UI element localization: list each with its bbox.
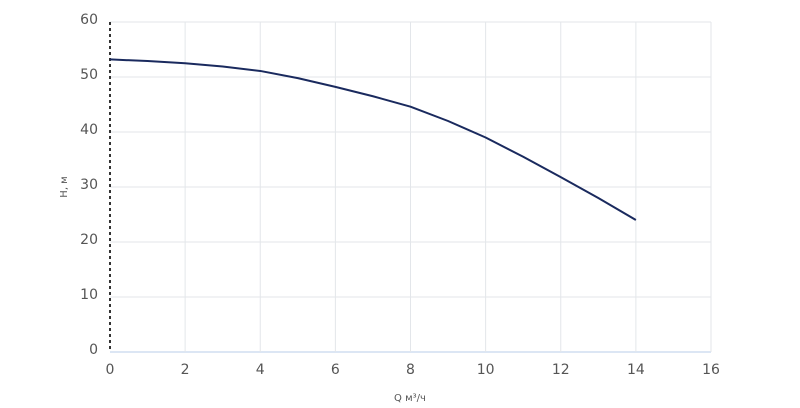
x-tick-label: 12 — [552, 362, 570, 378]
x-tick-label: 10 — [477, 362, 495, 378]
x-tick-label: 2 — [181, 362, 190, 378]
x-tick-label: 6 — [331, 362, 340, 378]
y-tick-label: 0 — [89, 342, 98, 358]
y-tick-label: 40 — [80, 122, 98, 138]
x-tick-label: 0 — [106, 362, 115, 378]
x-axis-label: Q м³/ч — [394, 393, 426, 404]
x-tick-label: 14 — [627, 362, 645, 378]
x-tick-label: 16 — [702, 362, 720, 378]
y-tick-label: 20 — [80, 232, 98, 248]
x-tick-label: 8 — [406, 362, 415, 378]
y-tick-label: 60 — [80, 12, 98, 28]
y-tick-label: 30 — [80, 177, 98, 193]
x-tick-label: 4 — [256, 362, 265, 378]
y-tick-label: 10 — [80, 287, 98, 303]
y-tick-label: 50 — [80, 67, 98, 83]
line-series — [109, 58, 637, 221]
y-axis-label: H, м — [59, 176, 70, 197]
